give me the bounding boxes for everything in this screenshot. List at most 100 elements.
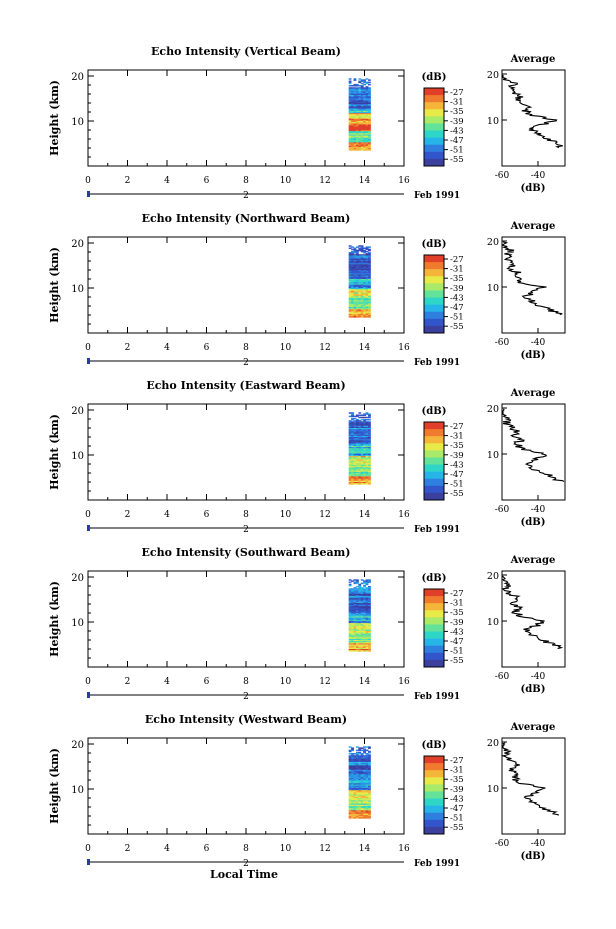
heatmap-cell — [355, 144, 359, 147]
heatmap-cell — [351, 115, 354, 117]
heatmap-cell — [348, 291, 352, 293]
heatmap-cell — [360, 480, 364, 483]
heatmap-cell — [353, 476, 357, 478]
heatmap-cell — [358, 125, 362, 128]
heatmap-cell — [363, 789, 366, 791]
heatmap-cell — [358, 119, 362, 122]
heatmap-cell — [368, 110, 371, 113]
heatmap-cell — [358, 583, 362, 586]
heatmap-cell — [355, 787, 359, 790]
heatmap-cell — [355, 599, 359, 602]
heatmap-cell — [365, 423, 369, 426]
heatmap-cell — [355, 629, 359, 632]
heatmap-cell — [358, 316, 362, 318]
heatmap-cell — [348, 808, 352, 810]
heatmap-cell — [368, 91, 371, 94]
heatmap-cell — [353, 103, 357, 105]
heatmap-cell — [368, 146, 371, 149]
heatmap-cell — [363, 588, 366, 590]
heatmap-cell — [368, 249, 371, 252]
heatmap-cell — [348, 608, 352, 611]
heatmap-cell — [358, 313, 362, 316]
heatmap-cell — [365, 811, 369, 814]
heatmap-cell — [353, 146, 357, 149]
heatmap-cell — [358, 768, 362, 771]
heatmap-cell — [351, 256, 354, 259]
heatmap-cell — [360, 103, 364, 105]
heatmap-cell — [348, 616, 352, 618]
heatmap-cell — [360, 425, 364, 428]
panel-title: Echo Intensity (Vertical Beam) — [151, 45, 341, 58]
profile-x-tick-label: -60 — [495, 338, 510, 348]
colorbar-segment — [424, 770, 444, 778]
heatmap-cell — [363, 476, 366, 478]
heatmap-cell — [363, 595, 366, 597]
heatmap-cell — [368, 248, 371, 251]
heatmap-cell — [355, 596, 359, 598]
heatmap-cell — [355, 464, 359, 466]
heatmap-cell — [355, 778, 359, 781]
heatmap-cell — [363, 790, 366, 792]
heatmap-cell — [363, 609, 366, 612]
heatmap-cell — [355, 453, 359, 456]
heatmap-cell — [368, 758, 371, 761]
heatmap-cell — [363, 607, 366, 609]
heatmap-cell — [363, 255, 366, 257]
heatmap-cell — [368, 631, 371, 633]
heatmap-cell — [348, 292, 352, 295]
heatmap-cell — [348, 295, 352, 298]
heatmap-cell — [358, 134, 362, 137]
heatmap-cell — [351, 606, 354, 608]
heatmap-cell — [351, 763, 354, 765]
heatmap-cell — [365, 127, 369, 130]
heatmap-cell — [353, 817, 357, 819]
heatmap-cell — [351, 753, 354, 755]
heatmap-cell — [351, 799, 354, 801]
heatmap-cell — [353, 444, 357, 447]
heatmap-cell — [360, 579, 364, 581]
heatmap-cell — [348, 132, 352, 134]
colorbar-segment — [424, 784, 444, 792]
heatmap-cell — [348, 645, 352, 648]
heatmap-cell — [368, 79, 371, 81]
heatmap-cell — [358, 434, 362, 437]
heatmap-cell — [348, 633, 352, 635]
heatmap-cell — [363, 810, 366, 812]
heatmap-cell — [353, 450, 357, 453]
heatmap-cell — [355, 265, 359, 268]
heatmap-cell — [365, 609, 369, 612]
heatmap-cell — [360, 649, 364, 651]
heatmap-cell — [358, 457, 362, 459]
heatmap-cell — [353, 804, 357, 807]
heatmap-cell — [365, 89, 369, 92]
heatmap-cell — [348, 583, 352, 586]
heatmap-cell — [358, 609, 362, 612]
heatmap-cell — [348, 598, 352, 600]
heatmap-cell — [360, 632, 364, 634]
heatmap-cell — [365, 475, 369, 477]
heatmap-cell — [365, 117, 369, 120]
heatmap-cell — [365, 289, 369, 291]
heatmap-cell — [353, 98, 357, 101]
heatmap-cell — [360, 626, 364, 629]
heatmap-cell — [351, 600, 354, 603]
heatmap-cell — [351, 432, 354, 435]
heatmap-cell — [351, 467, 354, 469]
heatmap-cell — [348, 464, 352, 466]
heatmap-cell — [351, 99, 354, 102]
heatmap-cell — [353, 275, 357, 278]
heatmap-cell — [360, 441, 364, 444]
panel-title: Echo Intensity (Northward Beam) — [142, 212, 351, 225]
heatmap-cell — [360, 87, 364, 89]
heatmap-cell — [348, 252, 352, 254]
heatmap-cell — [355, 256, 359, 259]
heatmap-cell — [365, 649, 369, 651]
colorbar-tick-label: -47 — [450, 136, 464, 146]
heatmap-cell — [368, 424, 371, 427]
heatmap-cell — [368, 262, 371, 264]
heatmap-cell — [358, 282, 362, 284]
heatmap-cell — [348, 479, 352, 482]
colorbar-tick-label: -51 — [450, 313, 464, 323]
heatmap-cell — [365, 746, 369, 748]
heatmap-cell — [353, 787, 357, 790]
